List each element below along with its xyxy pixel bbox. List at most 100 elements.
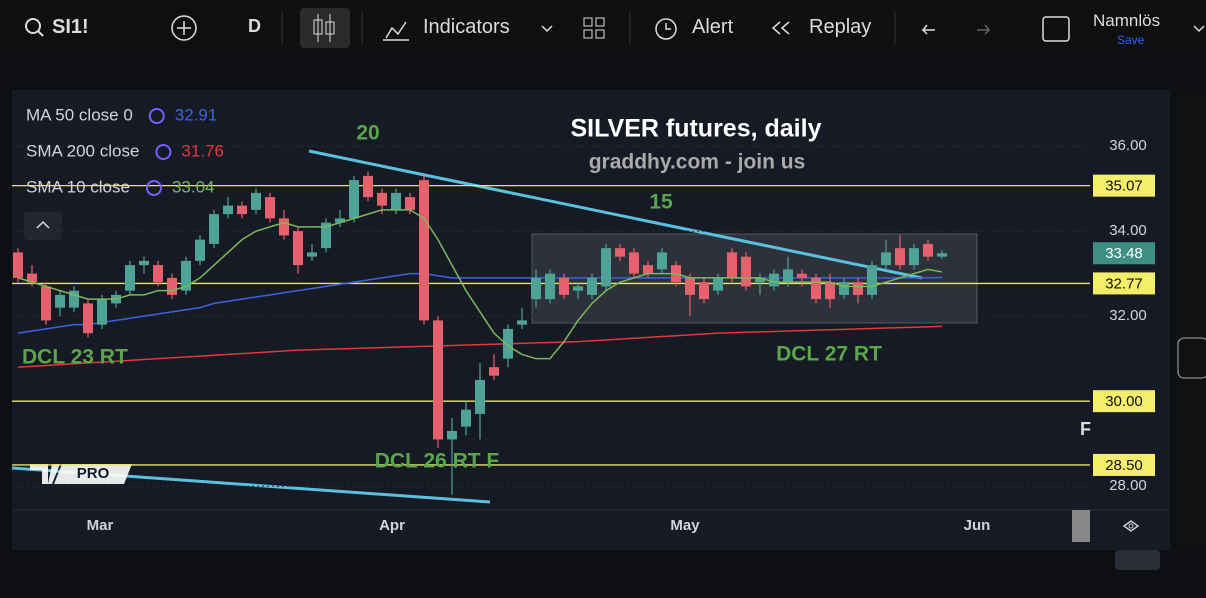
alert-button[interactable]: Alert	[692, 16, 734, 38]
candle-body	[209, 214, 219, 244]
toolbar-icons	[25, 8, 1205, 48]
x-tick-label: Apr	[379, 517, 405, 534]
annotation: DCL 27 RT	[776, 343, 882, 366]
candle-body	[139, 260, 149, 266]
level-label: 32.77	[1105, 275, 1143, 292]
layout-name[interactable]: Namnlös	[1093, 11, 1161, 30]
candle-body	[153, 265, 163, 283]
candle-body	[867, 265, 877, 295]
candle-body	[279, 218, 289, 236]
legend-name: SMA 200 close	[26, 141, 139, 160]
candle-body	[601, 248, 611, 287]
candle-body	[265, 197, 275, 219]
candle-body	[881, 252, 891, 266]
legend-icon	[145, 180, 162, 196]
x-tick-label: May	[670, 517, 700, 534]
annotation: 15	[649, 191, 673, 214]
partial-label: F	[1080, 419, 1091, 439]
candle-body	[307, 252, 317, 257]
candle-body	[699, 282, 709, 300]
candle-body	[685, 277, 695, 295]
candle-body	[839, 282, 849, 295]
candle-body	[55, 294, 65, 308]
candle-body	[475, 379, 485, 414]
legend-name: MA 50 close 0	[26, 105, 133, 124]
annotation: 20	[356, 122, 379, 145]
candle-body	[713, 277, 723, 291]
candle-body	[195, 239, 205, 261]
trendline	[308, 149, 923, 280]
indicators-button[interactable]: Indicators	[423, 16, 510, 38]
level-label: 28.50	[1105, 457, 1143, 474]
chart: PRO F 36.00 34.00 32.00 28.00 Mar Apr May Jun 35…	[0, 90, 1206, 570]
candle-body	[797, 273, 807, 278]
candle-body	[125, 265, 135, 291]
x-tick-label: Jun	[964, 517, 991, 534]
replay-button[interactable]: Replay	[809, 16, 872, 38]
candle-body	[937, 253, 947, 257]
candle-body	[755, 277, 765, 283]
level-label-bg	[1093, 272, 1155, 295]
candle-body	[727, 252, 737, 278]
candle-body	[447, 430, 457, 440]
indicator-line	[17, 325, 943, 368]
candle-body	[83, 303, 93, 334]
candle-body	[41, 286, 51, 321]
annotation: DCL 23 RT	[22, 346, 128, 369]
tv-logo: PRO	[30, 464, 132, 484]
candle-body	[251, 192, 261, 210]
candle-body	[615, 248, 625, 257]
candle-body	[811, 277, 821, 300]
svg-text:PRO: PRO	[77, 465, 110, 482]
candle-body	[489, 367, 499, 376]
candle-body	[69, 290, 79, 308]
candle-body	[545, 273, 555, 300]
candle-body	[853, 282, 863, 295]
legend-value: 31.76	[181, 141, 224, 160]
candle-body	[923, 243, 933, 257]
legend-name: SMA 10 close	[26, 177, 130, 196]
candle-body	[909, 248, 919, 266]
candle-body	[825, 282, 835, 300]
candle-body	[573, 286, 583, 291]
candle-body	[419, 180, 429, 321]
candle-body	[391, 192, 401, 210]
candle-body	[587, 277, 597, 295]
candle-body	[335, 218, 345, 223]
candle-body	[237, 205, 247, 215]
candle-body	[349, 180, 359, 219]
save-button[interactable]: Save	[1117, 33, 1145, 47]
y-tick-label: 32.00	[1109, 307, 1147, 324]
toolbar: SI1! D Indicators Alert Replay Namnlös S…	[0, 0, 1206, 56]
candle-body	[293, 231, 303, 266]
candle-body	[643, 265, 653, 274]
level-label-bg	[1093, 174, 1155, 197]
x-tick-label: Mar	[87, 517, 114, 534]
y-tick-label: 28.00	[1109, 477, 1147, 494]
candle-body	[769, 273, 779, 287]
candle-body	[181, 260, 191, 291]
y-tick-label: 34.00	[1109, 222, 1147, 239]
legend-value: 32.91	[175, 105, 218, 124]
level-label-bg	[1093, 453, 1155, 476]
candle-body	[27, 273, 37, 283]
candle-body	[657, 252, 667, 270]
candle-body	[405, 197, 415, 210]
candle-body	[13, 252, 23, 278]
chart-title: SILVER futures, daily	[571, 115, 822, 143]
last-price-bg	[1093, 242, 1155, 265]
annotation: DCL 26 RT F	[375, 450, 500, 473]
candle-body	[433, 320, 443, 440]
candle-body	[783, 269, 793, 283]
interval[interactable]: D	[248, 16, 261, 36]
candle-body	[167, 277, 177, 295]
legend-icon	[155, 144, 172, 160]
candle-body	[531, 277, 541, 300]
level-label: 30.00	[1105, 393, 1143, 410]
symbol[interactable]: SI1!	[52, 16, 89, 38]
level-label-bg	[1093, 390, 1155, 413]
last-price-label: 33.48	[1105, 245, 1143, 262]
chart-subtitle: graddhy.com - join us	[589, 151, 806, 174]
candle-body	[321, 222, 331, 249]
candle-body	[517, 320, 527, 325]
